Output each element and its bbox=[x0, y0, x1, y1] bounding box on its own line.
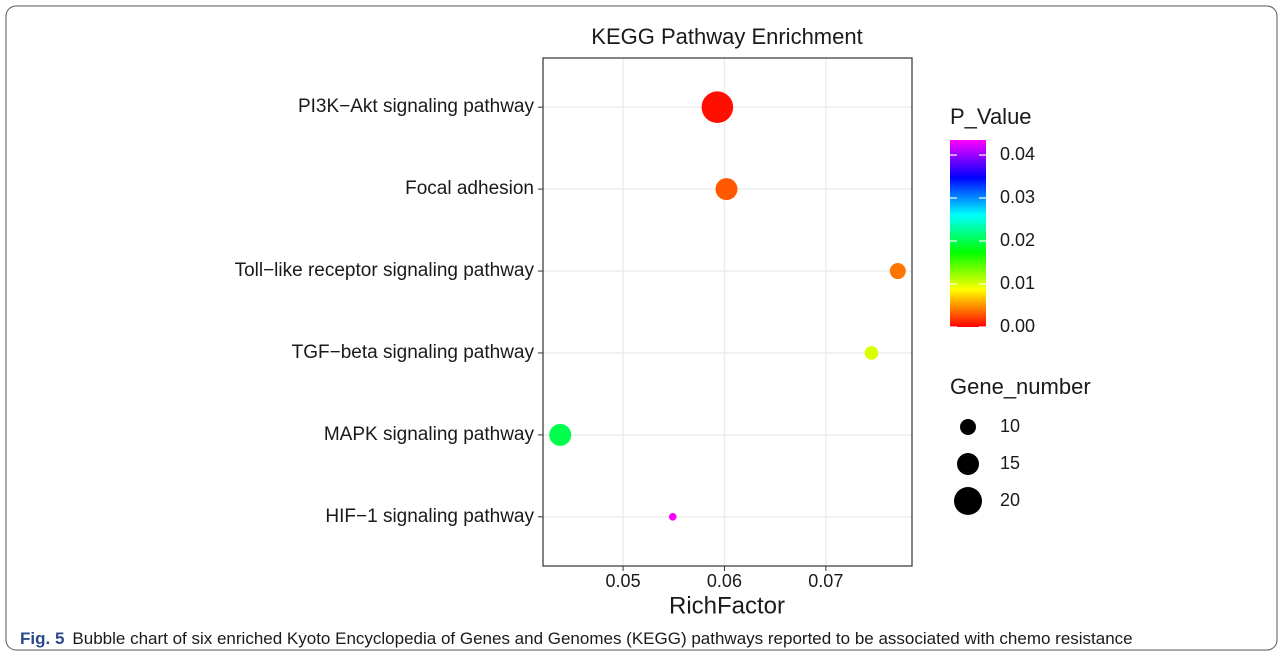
size-legend-label: 10 bbox=[1000, 416, 1020, 436]
plot-panel bbox=[543, 58, 912, 566]
size-legend-key bbox=[960, 419, 976, 435]
bubble bbox=[889, 263, 906, 280]
x-tick-label: 0.07 bbox=[808, 571, 843, 591]
color-bar bbox=[950, 140, 986, 327]
y-tick-label: MAPK signaling pathway bbox=[324, 424, 535, 445]
size-legend-key bbox=[954, 487, 982, 515]
x-tick-label: 0.05 bbox=[606, 571, 641, 591]
size-legend-key bbox=[957, 453, 979, 475]
color-bar-label: 0.04 bbox=[1000, 144, 1035, 164]
color-bar-label: 0.02 bbox=[1000, 230, 1035, 250]
bubble bbox=[549, 423, 572, 446]
caption: Fig. 5 Bubble chart of six enriched Kyoto… bbox=[20, 629, 1133, 648]
bubble bbox=[701, 91, 734, 123]
y-tick-label: TGF−beta signaling pathway bbox=[292, 342, 535, 363]
figure-frame bbox=[5, 5, 1278, 651]
bubble bbox=[864, 346, 879, 360]
plot-border bbox=[542, 57, 913, 567]
bubble bbox=[715, 178, 738, 201]
color-bar-label: 0.01 bbox=[1000, 273, 1035, 293]
x-axis-label: RichFactor bbox=[669, 592, 785, 619]
color-legend-title: P_Value bbox=[950, 104, 1032, 129]
y-tick-label: Focal adhesion bbox=[405, 178, 534, 199]
size-legend-label: 20 bbox=[1000, 490, 1020, 510]
x-tick-label: 0.06 bbox=[707, 571, 742, 591]
bubble bbox=[668, 513, 677, 521]
y-tick-label: PI3K−Akt signaling pathway bbox=[298, 96, 535, 117]
size-legend-label: 15 bbox=[1000, 453, 1020, 473]
caption-text: Bubble chart of six enriched Kyoto Encyc… bbox=[72, 629, 1132, 648]
caption-label: Fig. 5 bbox=[20, 629, 64, 648]
chart-title: KEGG Pathway Enrichment bbox=[591, 24, 862, 49]
color-bar-label: 0.00 bbox=[1000, 316, 1035, 336]
color-bar-label: 0.03 bbox=[1000, 187, 1035, 207]
y-tick-label: HIF−1 signaling pathway bbox=[325, 506, 534, 527]
size-legend-title: Gene_number bbox=[950, 374, 1091, 399]
y-tick-label: Toll−like receptor signaling pathway bbox=[235, 260, 535, 281]
